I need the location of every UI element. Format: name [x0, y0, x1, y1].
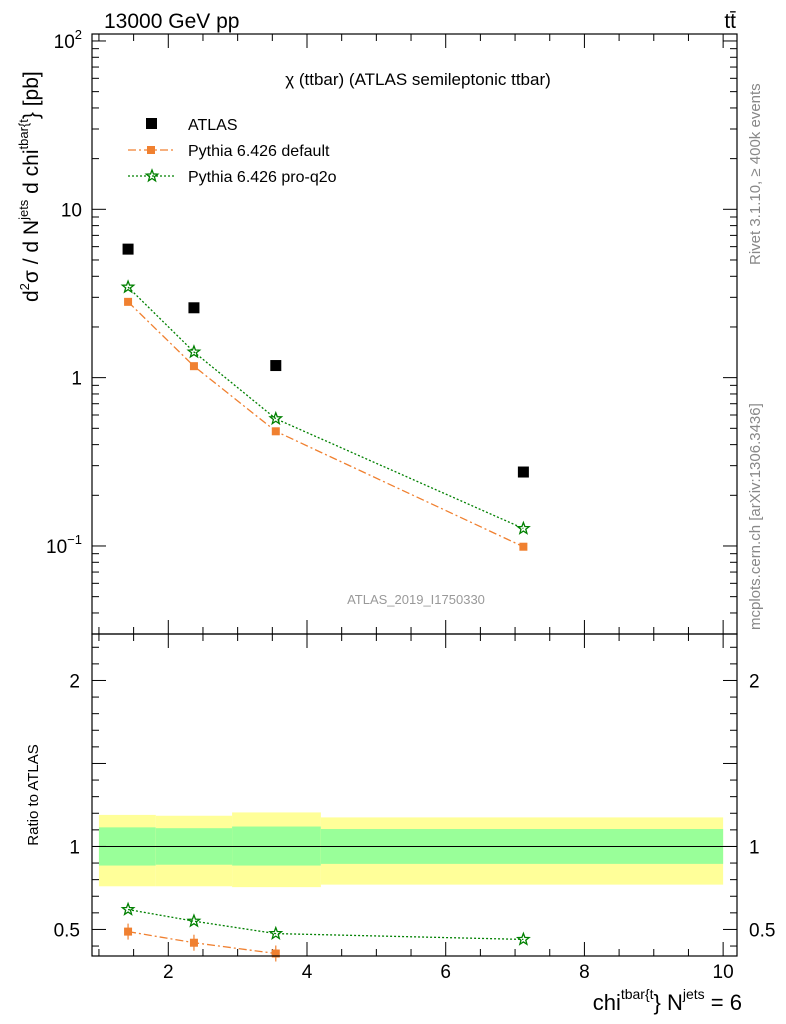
- ratio-series: [120, 901, 531, 962]
- legend-label-proq2o: Pythia 6.426 pro-q2o: [188, 169, 337, 186]
- main-point-0-2: [270, 360, 282, 372]
- ratio-point-0-1: [189, 938, 198, 947]
- xlabel-eq: = 6: [705, 990, 742, 1015]
- ylabel-dchi: d chi: [20, 149, 43, 199]
- ratio-point-0-2: [271, 949, 280, 958]
- main-series-line-2: [127, 286, 524, 530]
- main-y-tick-exponent: 2: [75, 27, 82, 42]
- energy-label: 13000 GeV pp: [104, 10, 239, 33]
- main-series: [120, 243, 531, 551]
- x-tick-label: 2: [163, 962, 174, 983]
- main-y-tick-base: 1: [71, 369, 82, 390]
- analysis-watermark: ATLAS_2019_I1750330: [347, 592, 485, 607]
- xlabel-jets: jets: [682, 986, 705, 1002]
- main-point-1-1: [189, 362, 198, 371]
- ratio-y-tick-label-left: 2: [69, 671, 80, 692]
- x-tick-label: 4: [302, 962, 313, 983]
- main-y-tick-base: 10: [61, 200, 82, 221]
- mcplots-label: mcplots.cern.ch [arXiv:1306.3436]: [747, 403, 764, 630]
- main-y-tick-label: 1: [71, 369, 82, 390]
- ratio-y-tick-label-right: 1: [749, 837, 760, 858]
- main-point-1-3: [519, 542, 528, 551]
- ylabel-tbar: tbar{t: [16, 119, 31, 150]
- ratio-point-1-2: [268, 925, 284, 940]
- legend-marker-atlas: [146, 118, 157, 129]
- rivet-label: Rivet 3.1.10, ≥ 400k events: [747, 83, 764, 265]
- ratio-axis-ticks: 0.5 0.5 1 1 2 2 2 4 6 8 10: [54, 634, 775, 983]
- main-point-2-3: [515, 520, 531, 535]
- legend-marker-proq2o: [144, 168, 160, 183]
- xlabel-tbar: tbar{t: [621, 986, 654, 1002]
- main-y-tick-base: 10: [46, 537, 67, 558]
- main-point-0-3: [517, 466, 529, 478]
- x-tick-label: 10: [713, 962, 734, 983]
- legend-label-atlas: ATLAS: [188, 117, 238, 134]
- main-y-tick-label: 10: [61, 200, 82, 221]
- main-y-tick-label: 102: [54, 27, 82, 53]
- ratio-point-1-1: [186, 913, 202, 928]
- ylabel-close: } [pb]: [20, 71, 43, 119]
- legend-marker-default: [147, 146, 155, 154]
- xlabel-mid: } N: [654, 990, 683, 1015]
- main-point-0-1: [188, 302, 200, 314]
- main-y-tick-exponent: −1: [67, 532, 82, 547]
- plot-title: χ (ttbar) (ATLAS semileptonic ttbar): [285, 70, 551, 89]
- ylabel-sup2: 2: [17, 283, 32, 290]
- main-point-2-2: [268, 410, 284, 426]
- ratio-y-axis-label: Ratio to ATLAS: [25, 744, 42, 845]
- legend-label-default: Pythia 6.426 default: [188, 143, 330, 160]
- ratio-uncertainty-bands: [92, 812, 737, 888]
- ylabel-jets: jets: [16, 199, 31, 221]
- ratio-point-1-0: [120, 901, 136, 916]
- xlabel-chi: chi: [593, 990, 621, 1015]
- ylabel-d: d: [20, 290, 43, 302]
- main-point-2-0: [120, 279, 136, 294]
- x-tick-label: 8: [579, 962, 590, 983]
- main-series-line-1: [127, 301, 524, 548]
- ratio-series-line-0: [127, 930, 276, 955]
- main-y-tick-base: 10: [54, 32, 75, 53]
- ratio-point-1-3: [515, 931, 531, 946]
- ratio-frame: [91, 633, 738, 957]
- process-label: tt̄: [724, 10, 736, 33]
- ratio-y-tick-label-right: 2: [749, 671, 760, 692]
- main-point-0-0: [122, 243, 134, 255]
- x-axis-label: chitbar{t} Njets = 6: [593, 986, 742, 1015]
- main-point-1-0: [124, 297, 133, 306]
- ratio-y-tick-label-right: 0.5: [749, 920, 775, 941]
- x-tick-label: 6: [440, 962, 451, 983]
- main-point-2-1: [186, 344, 202, 359]
- ylabel-sigma: σ / d N: [20, 220, 43, 283]
- main-y-axis-label: d2σ / d Njets d chitbar{t} [pb]: [16, 71, 43, 302]
- ratio-series-line-1: [127, 908, 524, 941]
- legend: ATLAS Pythia 6.426 default Pythia 6.426 …: [128, 117, 337, 186]
- ratio-y-tick-label-left: 0.5: [54, 920, 80, 941]
- main-y-tick-label: 10−1: [46, 532, 82, 558]
- ratio-y-tick-label-left: 1: [69, 837, 80, 858]
- main-point-1-2: [271, 427, 280, 436]
- ratio-point-0-0: [124, 927, 133, 936]
